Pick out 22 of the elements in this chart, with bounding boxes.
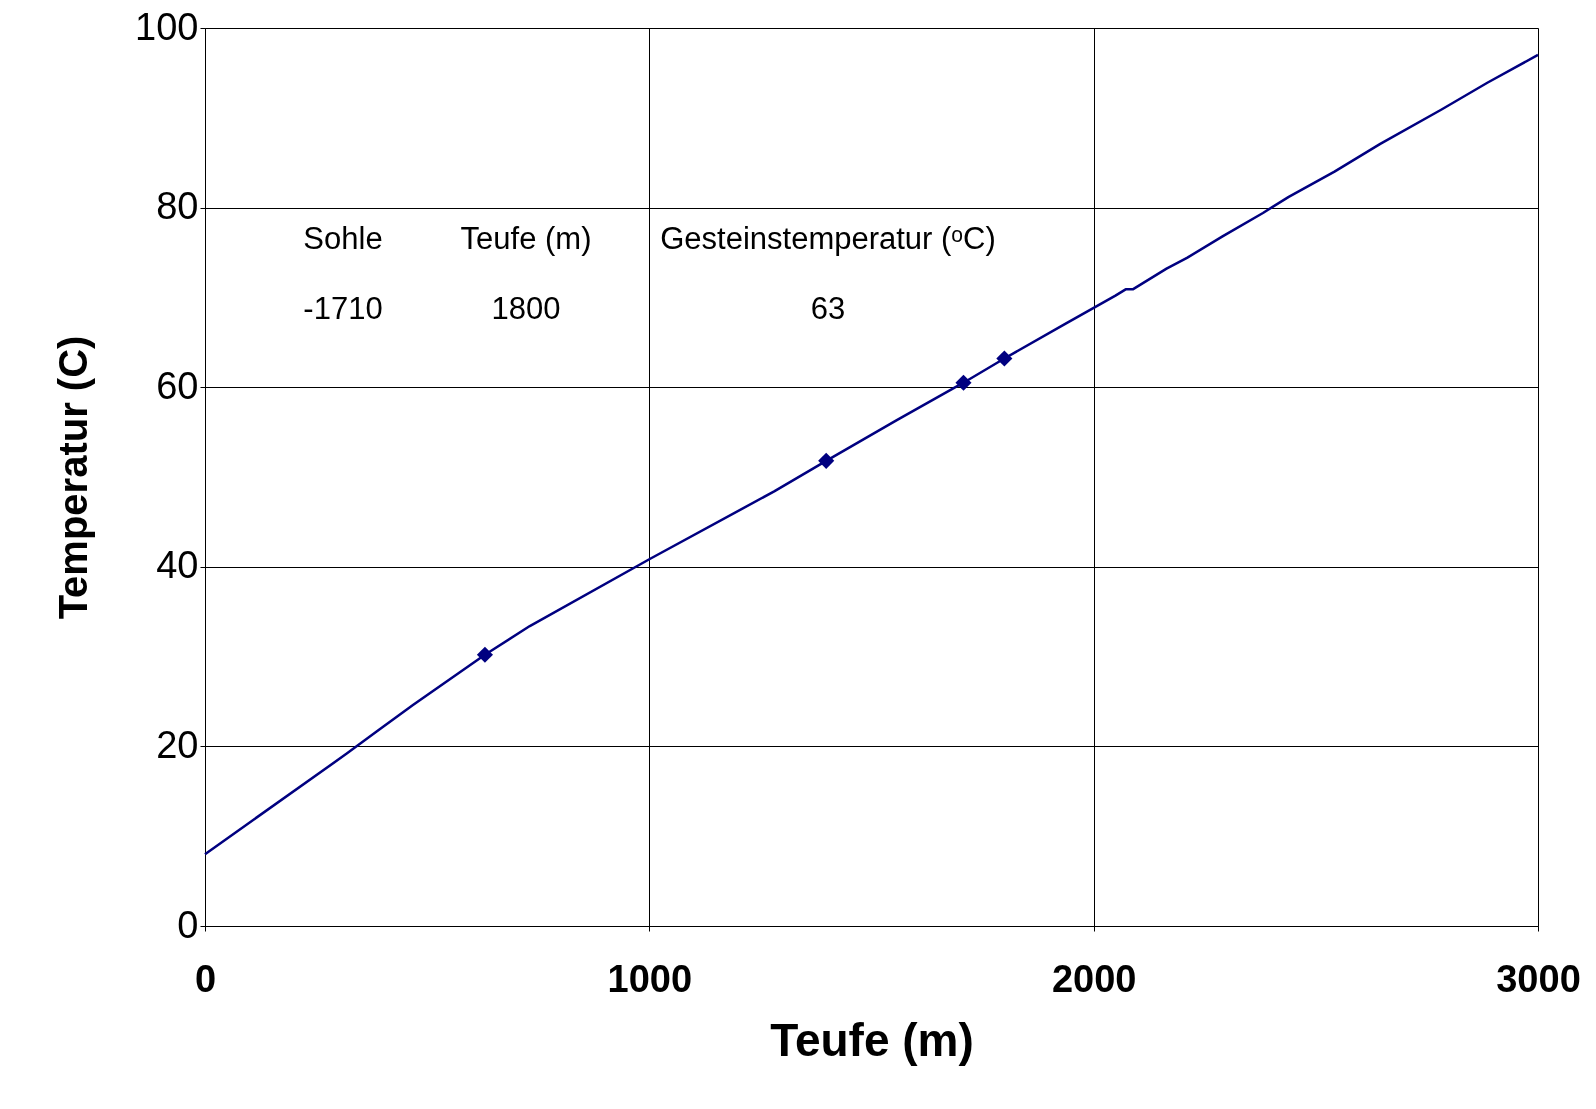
y-tick-label: 0 xyxy=(177,903,199,946)
x-tick-label: 1000 xyxy=(607,957,693,1000)
point xyxy=(955,374,972,391)
annotation: Teufe (m) xyxy=(460,221,592,256)
x-axis-title: Teufe (m) xyxy=(770,1013,974,1066)
annotation: Gesteinstemperatur (ᵒC) xyxy=(660,221,996,256)
line-series xyxy=(203,53,1540,856)
y-axis-title: Temperatur (C) xyxy=(51,335,96,620)
y-tick-label: 40 xyxy=(156,544,199,587)
annotation: 63 xyxy=(810,291,846,326)
annotation: 1800 xyxy=(491,291,561,326)
y-tick-label: 100 xyxy=(135,5,199,48)
y-tick-label: 80 xyxy=(156,185,199,228)
annotation: Sohle xyxy=(303,221,383,256)
x-tick-label: 2000 xyxy=(1051,957,1137,1000)
point xyxy=(818,452,835,469)
y-tick-label: 20 xyxy=(156,723,199,766)
point xyxy=(996,350,1013,367)
annotation: -1710 xyxy=(303,291,383,326)
point xyxy=(476,646,493,663)
y-tick-label: 60 xyxy=(156,364,199,407)
x-tick-label: 3000 xyxy=(1496,957,1581,1000)
